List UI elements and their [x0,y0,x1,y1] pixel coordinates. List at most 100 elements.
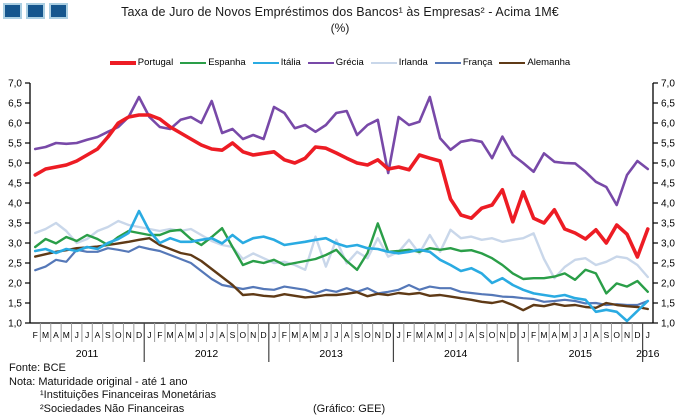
month-label: A [178,330,184,340]
month-label: F [406,330,411,340]
y-tick-label-left: 1,0 [8,319,22,330]
y-tick-label-left: 3,5 [8,219,22,230]
month-label: F [531,330,536,340]
maturity-note: Nota: Maturidade original - até 1 ano [9,375,188,388]
y-tick-label-right: 5,0 [661,159,675,170]
y-tick-label-right: 5,5 [661,139,675,150]
month-label: A [53,330,59,340]
month-label: J [334,330,338,340]
y-tick-label-left: 6,5 [8,99,22,110]
month-label: D [510,330,516,340]
legend-swatch [109,60,136,65]
footnote-2: ²Sociedades Não Financeiras [40,402,185,415]
month-label: M [540,330,547,340]
y-tick-label-right: 4,0 [661,199,675,210]
legend-item-Grécia: Grécia [307,57,364,68]
month-label: D [385,330,391,340]
series-line-Grécia [33,95,650,207]
series-line-França [34,245,649,307]
legend-item-França: França [434,57,492,68]
rate-line-chart: 1,0 1,0 1,5 1,5 2,0 2,0 2,5 2,5 3,0 3,0 3,5 3,5 4,0 4… [8,79,675,362]
month-label: N [499,330,505,340]
month-label: D [261,330,267,340]
footer-notes: Fonte: BCE Nota: Maturidade original - a… [9,362,216,416]
month-label: J [85,330,89,340]
legend-label: Grécia [335,57,364,68]
legend-label: Espanha [208,57,246,68]
legend-swatch [370,61,397,64]
logo-square [49,3,68,19]
legend-item-Espanha: Espanha [180,57,246,68]
month-label: M [63,330,70,340]
month-label: S [603,330,609,340]
chart-subtitle: (%) [330,21,350,35]
y-tick-label-right: 6,5 [661,99,675,110]
month-label: J [646,330,650,340]
series-line-Portugal [33,113,650,259]
month-label: A [468,330,474,340]
month-label: D [634,330,640,340]
month-label: A [344,330,350,340]
y-tick-label-right: 1,5 [661,299,675,310]
month-label: A [427,330,433,340]
y-tick-label-right: 3,5 [661,219,675,230]
month-label: N [624,330,630,340]
month-label: J [521,330,525,340]
month-label: M [561,330,568,340]
year-label: 2016 [636,348,660,360]
legend-swatch [180,61,207,64]
legend-swatch [307,61,334,64]
series-line-Espanha [34,222,649,295]
legend-swatch [499,61,526,64]
chart-credit: (Gráfico: GEE) [313,402,386,415]
year-label: 2011 [76,348,99,360]
y-tick-label-left: 3,0 [8,239,22,250]
legend-label: Irlanda [398,57,428,68]
y-tick-label-left: 4,5 [8,179,22,190]
y-tick-label-left: 6,0 [8,119,22,130]
title-block: Taxa de Juro de Novos Empréstimos dos Ba… [0,5,680,35]
y-tick-label-right: 4,5 [661,179,675,190]
month-label: J [583,330,587,340]
month-label: A [219,330,225,340]
month-label: A [95,330,101,340]
month-label: O [115,330,122,340]
month-label: S [105,330,111,340]
month-label: N [375,330,381,340]
month-label: J [396,330,400,340]
legend-label: Alemanha [527,57,571,68]
series-line-Itália [33,209,650,323]
month-label: S [479,330,485,340]
y-tick-label-left: 7,0 [8,79,22,90]
legend-item-Alemanha: Alemanha [499,57,570,68]
month-label: S [230,330,236,340]
month-label: O [489,330,496,340]
month-label: J [75,330,79,340]
month-label: S [354,330,360,340]
month-label: J [448,330,452,340]
y-tick-label-right: 2,5 [661,259,675,270]
y-tick-label-right: 1,0 [661,319,675,330]
y-tick-label-right: 3,0 [661,239,675,250]
month-label: J [459,330,463,340]
month-label: O [364,330,371,340]
series-line-Irlanda [34,219,649,280]
year-label: 2012 [195,348,219,360]
gee-logo [3,3,68,19]
year-label: 2015 [569,348,593,360]
month-label: M [291,330,298,340]
month-label: F [33,330,38,340]
month-label: J [210,330,214,340]
month-label: D [136,330,142,340]
month-label: O [613,330,620,340]
y-tick-label-right: 7,0 [661,79,675,90]
series-line-Alemanha [34,236,649,312]
logo-square [26,3,45,19]
month-label: M [437,330,444,340]
month-label: J [272,330,276,340]
month-label: M [42,330,49,340]
month-label: N [250,330,256,340]
logo-square [3,3,22,19]
month-label: M [312,330,319,340]
